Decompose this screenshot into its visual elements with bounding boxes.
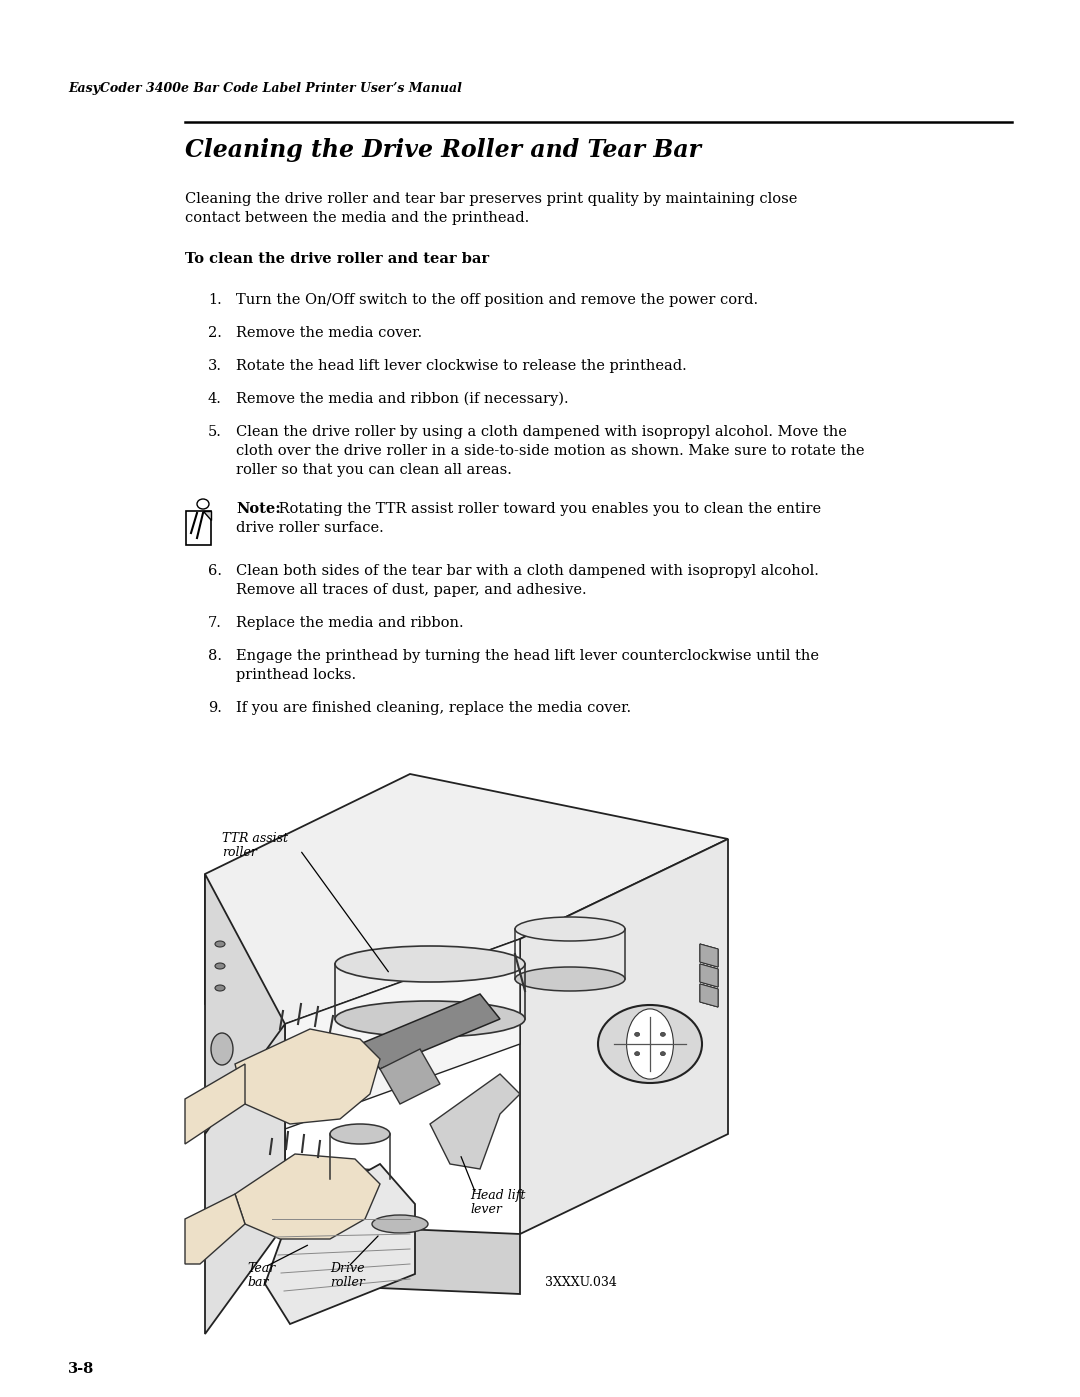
Text: Engage the printhead by turning the head lift lever counterclockwise until the: Engage the printhead by turning the head… [237, 650, 819, 664]
Text: Clean the drive roller by using a cloth dampened with isopropyl alcohol. Move th: Clean the drive roller by using a cloth … [237, 425, 847, 439]
Text: 9.: 9. [208, 701, 221, 715]
Polygon shape [205, 875, 285, 1224]
Text: Turn the On/Off switch to the off position and remove the power cord.: Turn the On/Off switch to the off positi… [237, 293, 758, 307]
Polygon shape [380, 1049, 440, 1104]
Ellipse shape [372, 1215, 428, 1234]
Ellipse shape [215, 963, 225, 970]
Text: Remove the media and ribbon (if necessary).: Remove the media and ribbon (if necessar… [237, 393, 569, 407]
Ellipse shape [215, 985, 225, 990]
Ellipse shape [515, 967, 625, 990]
Ellipse shape [335, 1002, 525, 1037]
Polygon shape [519, 840, 728, 1234]
Text: 3XXXU.034: 3XXXU.034 [545, 1275, 617, 1289]
Ellipse shape [515, 916, 625, 942]
Text: lever: lever [470, 1203, 502, 1215]
Ellipse shape [211, 1032, 233, 1065]
Text: roller: roller [330, 1275, 365, 1289]
Text: 4.: 4. [208, 393, 221, 407]
Text: EasyCoder 3400e Bar Code Label Printer User’s Manual: EasyCoder 3400e Bar Code Label Printer U… [68, 82, 462, 95]
Polygon shape [700, 983, 718, 1007]
Polygon shape [360, 995, 500, 1069]
Ellipse shape [660, 1032, 665, 1037]
Polygon shape [185, 1194, 245, 1264]
Polygon shape [700, 944, 718, 967]
Text: roller so that you can clean all areas.: roller so that you can clean all areas. [237, 462, 512, 476]
Text: If you are finished cleaning, replace the media cover.: If you are finished cleaning, replace th… [237, 701, 631, 715]
Text: bar: bar [247, 1275, 269, 1289]
Text: roller: roller [222, 847, 257, 859]
Text: printhead locks.: printhead locks. [237, 668, 356, 682]
Text: To clean the drive roller and tear bar: To clean the drive roller and tear bar [185, 251, 489, 265]
Polygon shape [700, 944, 718, 967]
Polygon shape [700, 964, 718, 988]
Polygon shape [700, 983, 718, 1007]
Polygon shape [205, 1024, 285, 1334]
Text: Cleaning the drive roller and tear bar preserves print quality by maintaining cl: Cleaning the drive roller and tear bar p… [185, 191, 797, 205]
Text: 3.: 3. [208, 359, 222, 373]
Text: contact between the media and the printhead.: contact between the media and the printh… [185, 211, 529, 225]
Polygon shape [265, 1164, 415, 1324]
Text: Replace the media and ribbon.: Replace the media and ribbon. [237, 616, 463, 630]
Text: cloth over the drive roller in a side-to-side motion as shown. Make sure to rota: cloth over the drive roller in a side-to… [237, 444, 864, 458]
Polygon shape [205, 774, 728, 1024]
Polygon shape [430, 1074, 519, 1169]
Text: Note:: Note: [237, 502, 281, 515]
Polygon shape [203, 511, 211, 520]
Text: drive roller surface.: drive roller surface. [237, 521, 383, 535]
Polygon shape [700, 944, 718, 967]
Text: Remove the media cover.: Remove the media cover. [237, 326, 422, 339]
Text: 8.: 8. [208, 650, 222, 664]
Text: TTR assist: TTR assist [222, 833, 288, 845]
Text: 6.: 6. [208, 564, 222, 578]
Text: 3-8: 3-8 [68, 1362, 94, 1376]
Polygon shape [700, 964, 718, 988]
Ellipse shape [215, 942, 225, 947]
Ellipse shape [626, 1009, 674, 1078]
Polygon shape [700, 983, 718, 1007]
Polygon shape [186, 511, 211, 545]
Ellipse shape [335, 946, 525, 982]
Ellipse shape [635, 1032, 639, 1037]
Text: 7.: 7. [208, 616, 221, 630]
Text: Head lift: Head lift [470, 1189, 525, 1201]
Polygon shape [235, 1154, 380, 1239]
Text: Drive: Drive [330, 1261, 365, 1275]
Text: 1.: 1. [208, 293, 221, 307]
Polygon shape [285, 1224, 519, 1294]
Text: Tear: Tear [247, 1261, 275, 1275]
Ellipse shape [330, 1125, 390, 1144]
Ellipse shape [598, 1004, 702, 1083]
Ellipse shape [330, 1169, 390, 1189]
Ellipse shape [635, 1052, 639, 1056]
Ellipse shape [197, 499, 210, 509]
Text: Cleaning the Drive Roller and Tear Bar: Cleaning the Drive Roller and Tear Bar [185, 138, 701, 162]
Polygon shape [700, 964, 718, 988]
Text: Rotate the head lift lever clockwise to release the printhead.: Rotate the head lift lever clockwise to … [237, 359, 687, 373]
Text: 2.: 2. [208, 326, 221, 339]
Text: 5.: 5. [208, 425, 221, 439]
Polygon shape [285, 939, 519, 1129]
Text: Rotating the TTR assist roller toward you enables you to clean the entire: Rotating the TTR assist roller toward yo… [274, 502, 821, 515]
Polygon shape [185, 1065, 245, 1144]
Text: Clean both sides of the tear bar with a cloth dampened with isopropyl alcohol.: Clean both sides of the tear bar with a … [237, 564, 819, 578]
Polygon shape [235, 1030, 380, 1125]
Text: Remove all traces of dust, paper, and adhesive.: Remove all traces of dust, paper, and ad… [237, 583, 586, 597]
Ellipse shape [660, 1052, 665, 1056]
